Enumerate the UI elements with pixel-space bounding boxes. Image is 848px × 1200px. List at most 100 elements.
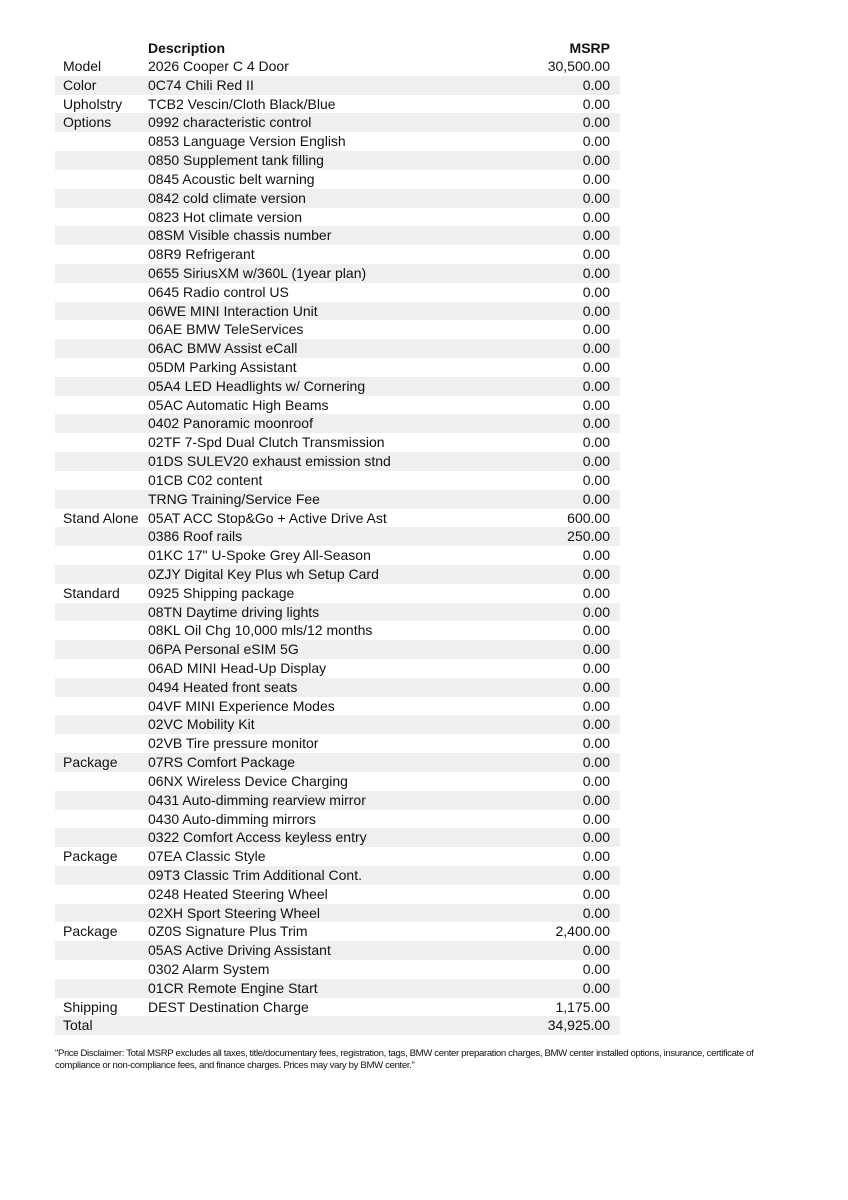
row-description: 0Z0S Signature Plus Trim — [148, 923, 308, 940]
table-row: 0842 cold climate version 0.00 — [55, 188, 620, 208]
table-row: 01KC 17" U-Spoke Grey All-Season 0.00 — [55, 546, 620, 565]
row-msrp: 0.00 — [582, 772, 610, 789]
row-description: 0430 Auto-dimming mirrors — [148, 810, 317, 827]
table-row: 06PA Personal eSIM 5G 0.00 — [55, 640, 620, 659]
row-description: 0494 Heated front seats — [148, 678, 298, 695]
table-row: 05DM Parking Assistant 0.00 — [55, 358, 620, 377]
row-msrp: 0.00 — [582, 678, 610, 695]
row-msrp: 0.00 — [582, 359, 610, 375]
row-msrp: 0.00 — [582, 641, 610, 658]
table-row: TRNG Training/Service Fee 0.00 — [55, 489, 620, 509]
msrp-header: MSRP — [569, 40, 610, 56]
row-category: Package — [63, 923, 118, 940]
row-description: 06WE MINI Interaction Unit — [148, 302, 318, 319]
row-description: 0655 SiriusXM w/360L (1year plan) — [148, 264, 367, 281]
row-description: 06PA Personal eSIM 5G — [148, 641, 299, 658]
row-description: DEST Destination Charge — [148, 998, 309, 1015]
row-description: 2026 Cooper C 4 Door — [148, 58, 289, 74]
row-msrp: 0.00 — [582, 453, 610, 470]
table-row: 01DS SULEV20 exhaust emission stnd 0.00 — [55, 452, 620, 471]
row-description: 05A4 LED Headlights w/ Cornering — [148, 377, 366, 394]
row-msrp: 0.00 — [582, 866, 610, 883]
row-description: 05AS Active Driving Assistant — [148, 942, 331, 959]
row-msrp: 0.00 — [582, 95, 610, 112]
row-description: 01CB C02 content — [148, 471, 263, 488]
row-msrp: 2,400.00 — [555, 923, 611, 940]
row-msrp: 0.00 — [582, 791, 610, 808]
table-row: 0645 Radio control US 0.00 — [55, 283, 620, 302]
row-description: 08SM Visible chassis number — [148, 227, 332, 244]
table-row: Shipping DEST Destination Charge 1,175.00 — [55, 998, 620, 1017]
table-row: 0494 Heated front seats 0.00 — [55, 677, 620, 697]
table-row: 02VC Mobility Kit 0.00 — [55, 715, 620, 735]
row-description: 01KC 17" U-Spoke Grey All-Season — [148, 547, 371, 564]
row-msrp: 0.00 — [582, 246, 610, 263]
row-msrp: 0.00 — [582, 848, 610, 865]
row-msrp: 0.00 — [582, 660, 610, 676]
row-msrp: 0.00 — [582, 340, 610, 357]
table-row: Color 0C74 Chili Red II 0.00 — [55, 75, 620, 95]
row-description: 02VC Mobility Kit — [148, 716, 255, 733]
row-msrp: 0.00 — [582, 133, 610, 150]
table-row: 08TN Daytime driving lights 0.00 — [55, 602, 620, 622]
table-row: 04VF MINI Experience Modes 0.00 — [55, 697, 620, 716]
table-row: 0823 Hot climate version 0.00 — [55, 208, 620, 227]
row-msrp: 0.00 — [582, 152, 610, 169]
row-description: 06AE BMW TeleServices — [148, 321, 304, 338]
table-row: Stand Alone 05AT ACC Stop&Go + Active Dri… — [55, 509, 620, 528]
row-category: Options — [63, 114, 112, 131]
table-row: 05AS Active Driving Assistant 0.00 — [55, 941, 620, 960]
row-description: 09T3 Classic Trim Additional Cont. — [148, 866, 362, 883]
table-row: 02XH Sport Steering Wheel 0.00 — [55, 903, 620, 923]
row-msrp: 0.00 — [582, 904, 610, 921]
row-description: TCB2 Vescin/Cloth Black/Blue — [148, 95, 336, 112]
row-msrp: 0.00 — [582, 565, 610, 582]
row-msrp: 0.00 — [582, 415, 610, 432]
row-msrp: 0.00 — [582, 490, 610, 507]
row-msrp: 0.00 — [582, 170, 610, 187]
row-msrp: 1,175.00 — [555, 998, 611, 1015]
row-msrp: 0.00 — [582, 885, 610, 902]
row-description: 0402 Panoramic moonroof — [148, 415, 313, 432]
row-description: 05AC Automatic High Beams — [148, 396, 329, 413]
table-row: Options 0992 characteristic control 0.00 — [55, 113, 620, 133]
table-header: Description MSRP — [55, 39, 620, 58]
table-row: 06AD MINI Head-Up Display 0.00 — [55, 659, 620, 678]
table-row: 0248 Heated Steering Wheel 0.00 — [55, 885, 620, 904]
row-msrp: 0.00 — [582, 829, 610, 846]
row-msrp: 0.00 — [582, 471, 610, 488]
row-msrp: 0.00 — [582, 547, 610, 564]
row-description: 0842 cold climate version — [148, 189, 306, 206]
row-msrp: 0.00 — [582, 302, 610, 319]
table-row: 02VB Tire pressure monitor 0.00 — [55, 734, 620, 753]
row-msrp: 250.00 — [567, 528, 610, 545]
row-description: 07RS Comfort Package — [148, 754, 296, 771]
row-msrp: 600.00 — [567, 509, 610, 526]
row-category: Package — [63, 848, 118, 865]
row-description: 0992 characteristic control — [148, 114, 312, 131]
table-row: 06NX Wireless Device Charging 0.00 — [55, 772, 620, 791]
row-category: Total — [63, 1017, 93, 1034]
row-msrp: 0.00 — [582, 622, 610, 639]
row-msrp: 0.00 — [582, 76, 610, 93]
row-category: Shipping — [63, 998, 118, 1015]
row-description: 0322 Comfort Access keyless entry — [148, 829, 367, 846]
row-description: 06AD MINI Head-Up Display — [148, 660, 327, 676]
table-row: 08SM Visible chassis number 0.00 — [55, 226, 620, 246]
table-row: 06WE MINI Interaction Unit 0.00 — [55, 301, 620, 321]
row-description: 0431 Auto-dimming rearview mirror — [148, 791, 366, 808]
row-category: Standard — [63, 584, 120, 601]
row-description: 02XH Sport Steering Wheel — [148, 904, 320, 921]
row-description: 01CR Remote Engine Start — [148, 979, 318, 996]
table-row: 08R9 Refrigerant 0.00 — [55, 245, 620, 264]
row-msrp: 0.00 — [582, 114, 610, 131]
row-description: 0386 Roof rails — [148, 528, 243, 545]
table-row: Package 0Z0S Signature Plus Trim 2,400.00 — [55, 922, 620, 941]
row-description: 0845 Acoustic belt warning — [148, 170, 315, 187]
table-row: 0850 Supplement tank filling 0.00 — [55, 151, 620, 170]
row-description: 06NX Wireless Device Charging — [148, 772, 348, 789]
table-row: 0431 Auto-dimming rearview mirror 0.00 — [55, 790, 620, 810]
table-row: 01CR Remote Engine Start 0.00 — [55, 978, 620, 998]
row-description: 06AC BMW Assist eCall — [148, 340, 298, 357]
row-description: 0C74 Chili Red II — [148, 76, 254, 93]
